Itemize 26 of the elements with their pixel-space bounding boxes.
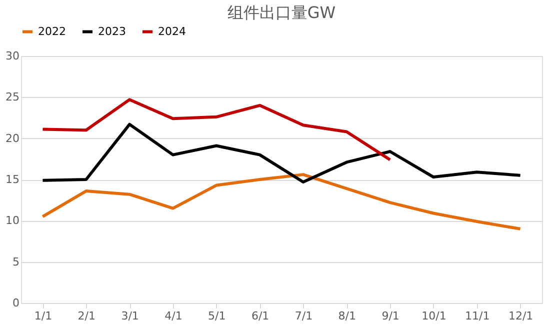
- x-tick-label: 9/1: [382, 310, 400, 322]
- legend-label: 2024: [158, 24, 186, 38]
- legend-label: 2022: [38, 24, 66, 38]
- x-tick-label: 1/1: [34, 310, 52, 322]
- x-tick-label: 8/1: [338, 310, 356, 322]
- x-tick-label: 2/1: [78, 310, 96, 322]
- line-series: [41, 173, 522, 230]
- x-tick-label: 7/1: [294, 310, 313, 322]
- x-tick-label: 5/1: [208, 310, 226, 322]
- legend-label: 2023: [98, 24, 126, 38]
- y-tick-label: 5: [12, 255, 20, 268]
- x-tick-label: 6/1: [251, 310, 270, 322]
- chart-title: 组件出口量GW: [227, 3, 336, 22]
- y-tick-label: 30: [6, 50, 20, 62]
- x-tick-label: 3/1: [121, 310, 139, 322]
- y-tick-label: 0: [12, 296, 20, 310]
- x-tick-label: 11/1: [465, 310, 490, 322]
- line-series: [41, 122, 522, 184]
- x-tick-label: 4/1: [164, 310, 182, 322]
- y-tick-label: 25: [6, 90, 20, 104]
- y-tick-label: 20: [6, 132, 20, 145]
- y-tick-label: 10: [6, 214, 20, 228]
- x-tick-label: 12/1: [508, 310, 534, 322]
- x-tick-label: 10/1: [422, 310, 446, 322]
- y-tick-label: 15: [6, 173, 20, 186]
- line-series: [41, 98, 392, 162]
